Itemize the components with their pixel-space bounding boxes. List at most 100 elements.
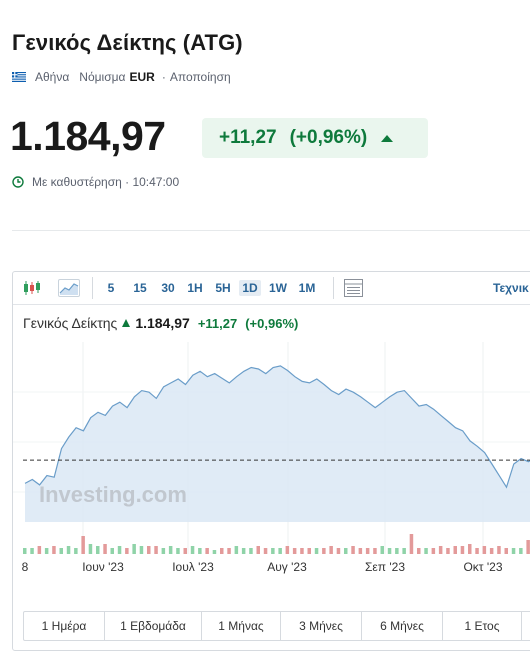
volume-bar: [110, 548, 114, 554]
chart-widget: 5 15 30 1H 5H 1D 1W 1M Τεχνικ Γενικός Δείκτης 1…: [12, 271, 530, 651]
volume-bar: [220, 548, 224, 554]
chart-toolbar: 5 15 30 1H 5H 1D 1W 1M Τεχνικ: [13, 272, 530, 305]
volume-bar: [504, 548, 508, 554]
volume-bar: [336, 548, 341, 554]
volume-bar: [417, 548, 421, 554]
interval-1d[interactable]: 1D: [239, 280, 261, 296]
market-label: Αθήνα: [35, 70, 70, 84]
volume-bar: [183, 548, 187, 554]
price-area-fill: [25, 365, 530, 522]
volume-bar: [190, 546, 195, 554]
table-icon[interactable]: [344, 279, 363, 297]
clock-icon: [12, 176, 24, 188]
volume-bar: [30, 548, 34, 554]
interval-30[interactable]: 30: [161, 281, 175, 295]
volume-bar: [176, 548, 180, 554]
volume-bar: [344, 548, 348, 554]
period-button[interactable]: 1 Εβδομάδα: [105, 612, 202, 640]
currency-label: Νόμισμα: [79, 70, 126, 84]
x-axis-label: 8: [21, 560, 29, 574]
volume-bar: [322, 548, 326, 554]
period-selector: 1 Ημέρα 1 Εβδομάδα 1 Μήνας 3 Μήνες 6 Μήνες 1 …: [23, 611, 530, 641]
volume-bar: [168, 546, 173, 554]
interval-15[interactable]: 15: [133, 281, 147, 295]
volume-bar: [453, 546, 457, 554]
chart-change-absolute: +11,27: [197, 315, 238, 331]
volume-bar: [489, 548, 494, 554]
volume-bar: [511, 548, 516, 554]
volume-bar: [307, 548, 311, 554]
volume-bar: [380, 546, 384, 554]
candlestick-icon[interactable]: [22, 280, 42, 296]
interval-1h[interactable]: 1H: [187, 281, 203, 295]
volume-bar: [519, 548, 523, 554]
period-button[interactable]: 3 Μήνες: [281, 612, 362, 640]
volume-bar: [292, 548, 297, 554]
interval-1w[interactable]: 1W: [269, 281, 287, 295]
x-axis-label: Ιουν '23: [82, 560, 124, 574]
x-axis-label: Σεπ '23: [364, 560, 406, 574]
volume-bar: [468, 544, 472, 554]
volume-bar: [482, 546, 487, 554]
interval-5h[interactable]: 5H: [215, 281, 231, 295]
meta-separator: ·: [161, 70, 166, 84]
volume-bar: [103, 544, 107, 554]
volume-bar: [526, 540, 530, 554]
area-chart-icon[interactable]: [58, 279, 80, 297]
price-chart[interactable]: Investing.com: [13, 342, 530, 557]
volume-bar: [66, 546, 71, 554]
disclaimer-link[interactable]: Αποποίηση: [169, 70, 231, 84]
volume-bar: [205, 548, 209, 554]
chart-ticker-line: Γενικός Δείκτης 1.184,97 +11,27 (+0,96%): [23, 315, 298, 331]
volume-bar: [74, 548, 78, 554]
x-axis-label: Αυγ '23: [267, 560, 307, 574]
technical-analysis-link[interactable]: Τεχνικ: [493, 281, 529, 295]
x-axis-label: Οκτ '23: [463, 560, 503, 574]
volume-bar: [271, 548, 275, 554]
price-series-line: [24, 365, 530, 489]
volume-bar: [424, 548, 428, 554]
period-button[interactable]: 1 Μήνας: [202, 612, 281, 640]
volume-bar: [387, 548, 392, 554]
volume-bar: [438, 546, 443, 554]
volume-bar: [117, 546, 122, 554]
volume-bar: [132, 544, 136, 554]
volume-bar: [139, 546, 144, 554]
volume-bar: [460, 546, 465, 554]
period-button[interactable]: 1 Ημέρα: [24, 612, 105, 640]
volume-bar: [59, 548, 63, 554]
volume-bar: [351, 546, 355, 554]
volume-bar: [285, 546, 290, 554]
interval-5[interactable]: 5: [107, 281, 115, 295]
volume-bar: [497, 546, 501, 554]
change-percent: (+0,96%): [289, 127, 368, 148]
volume-bar: [44, 548, 49, 554]
period-button[interactable]: 1 Ετος: [443, 612, 522, 640]
arrow-up-icon: [122, 319, 131, 327]
volume-bar: [475, 548, 479, 554]
volume-bar: [37, 546, 42, 554]
volume-bar: [154, 546, 158, 554]
investing-watermark: Investing.com: [39, 482, 187, 507]
change-absolute: +11,27: [219, 127, 277, 148]
period-button[interactable]: 6 Μήνες: [362, 612, 443, 640]
volume-bar: [81, 536, 85, 554]
volume-bar: [263, 548, 268, 554]
greece-flag-icon: [12, 72, 26, 82]
last-price: 1.184,97: [10, 113, 166, 159]
volume-bar: [395, 548, 399, 554]
volume-bar: [125, 548, 129, 554]
period-button[interactable]: 5 Έ: [522, 612, 530, 640]
volume-bar: [373, 548, 377, 554]
volume-bar: [278, 548, 282, 554]
volume-bar: [402, 548, 406, 554]
volume-bar: [241, 548, 246, 554]
volume-bar: [198, 548, 202, 554]
toolbar-divider: [92, 277, 93, 299]
interval-1m[interactable]: 1M: [298, 281, 316, 295]
volume-bar: [314, 548, 319, 554]
volume-bar: [88, 544, 93, 554]
volume-bar: [365, 548, 370, 554]
volume-bar: [446, 548, 450, 554]
